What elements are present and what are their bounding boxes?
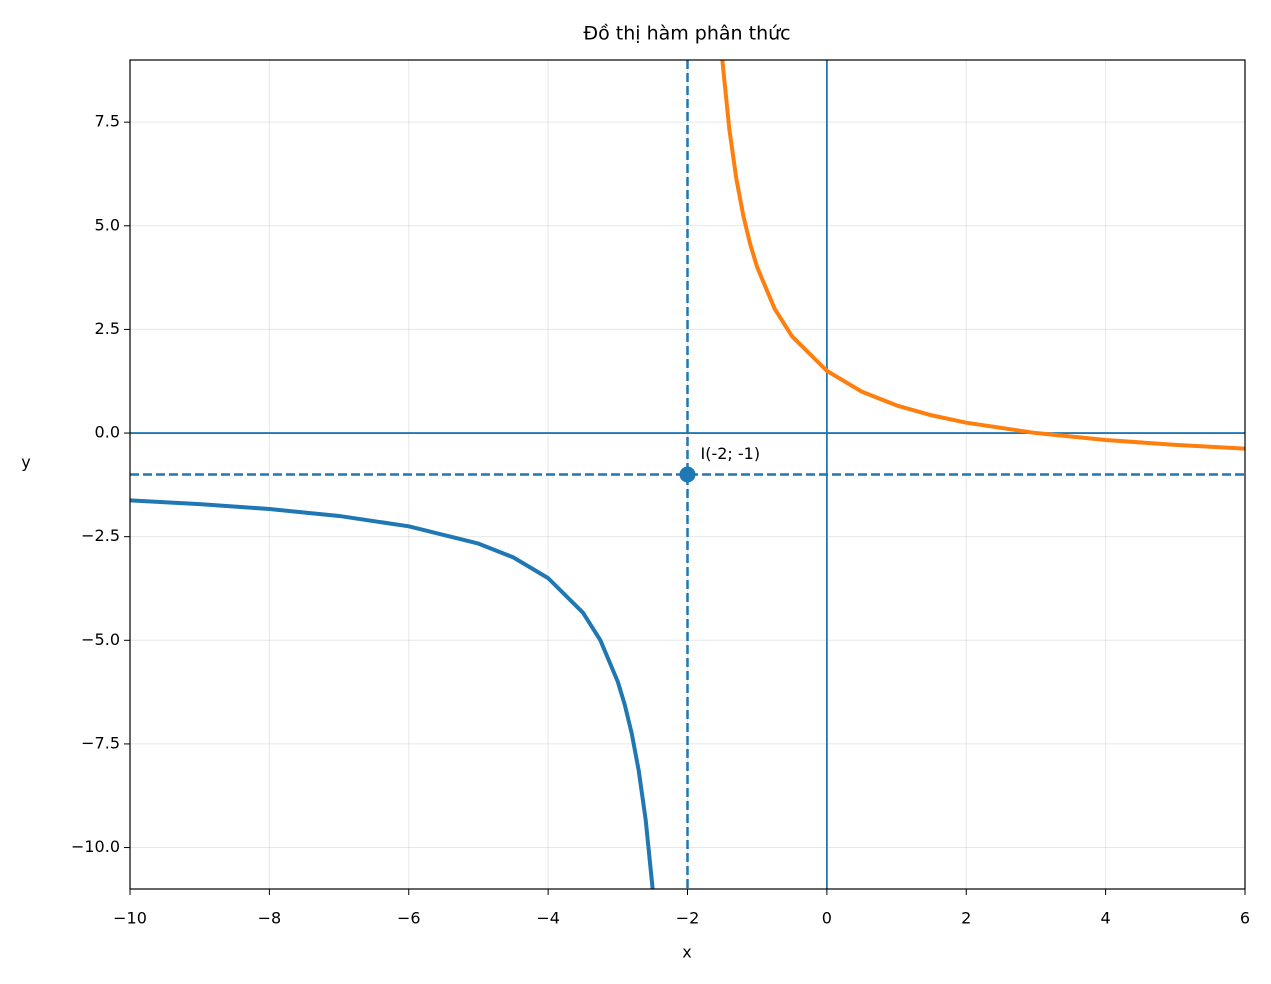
plot-frame <box>129 59 1246 890</box>
y-tick-label: −5.0 <box>81 630 120 649</box>
x-tick-label: −10 <box>113 909 147 928</box>
curve <box>720 60 1245 451</box>
y-tick-label: 2.5 <box>95 319 120 338</box>
curve <box>130 498 655 889</box>
x-tick-label: −6 <box>397 909 421 928</box>
chart-title: Đồ thị hàm phân thức <box>583 23 790 45</box>
y-tick-label: 0.0 <box>95 423 120 442</box>
x-tick-label: −4 <box>536 909 560 928</box>
x-tick-label: 6 <box>1240 909 1250 928</box>
y-tick-label: 5.0 <box>95 215 120 234</box>
y-tick-label: −10.0 <box>71 837 120 856</box>
y-tick-label: −2.5 <box>81 526 120 545</box>
axes: −10 −8 −6 −4 −2 0 2 4 6 −10.0 −7.5 −5.0 −2.5 0.0 2.5 5.… <box>71 59 1250 928</box>
x-tick-label: 0 <box>822 909 832 928</box>
x-tick-label: −8 <box>258 909 282 928</box>
y-tick-label: 7.5 <box>95 112 120 131</box>
center-point <box>679 466 696 483</box>
x-tick-label: −2 <box>676 909 700 928</box>
plot-area <box>130 60 1245 889</box>
point-label: I(-2; -1) <box>701 444 761 463</box>
x-tick-label: 4 <box>1101 909 1111 928</box>
x-tick-label: 2 <box>961 909 971 928</box>
y-axis-label: y <box>21 453 30 472</box>
x-axis-label: x <box>682 943 691 962</box>
y-tick-label: −7.5 <box>81 733 120 752</box>
